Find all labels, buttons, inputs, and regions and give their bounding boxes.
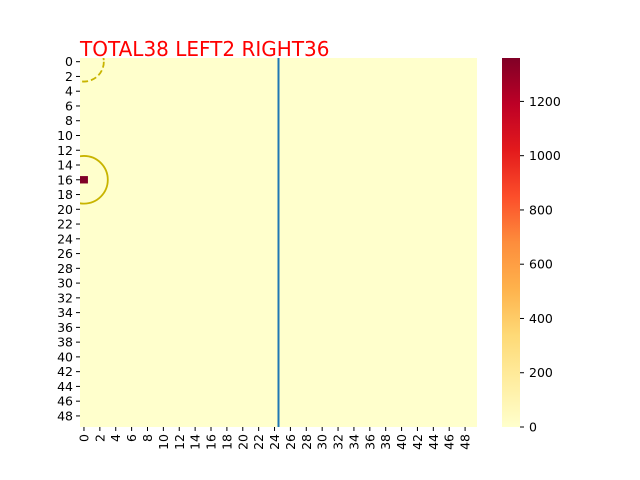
x-tick-label: 18 (219, 434, 234, 450)
heatmap-overlay (80, 58, 280, 427)
x-tick-label: 32 (331, 434, 346, 450)
y-tick-label: 28 (57, 261, 73, 276)
y-tick-label: 32 (57, 290, 73, 305)
x-tick-label: 0 (76, 434, 91, 442)
x-tick-label: 36 (362, 434, 377, 450)
colorbar-tick-label: 400 (529, 311, 553, 326)
x-tick-label: 30 (315, 434, 330, 450)
annotation-circle (80, 58, 105, 83)
colorbar-tick-label: 600 (529, 257, 553, 272)
y-tick-label: 8 (65, 113, 73, 128)
x-tick-label: 14 (188, 434, 203, 450)
x-tick-label: 22 (251, 434, 266, 450)
x-tick-label: 10 (156, 434, 171, 450)
colorbar-axis: 0 200 400 600 800 1000 1200 (520, 94, 561, 435)
y-tick-label: 10 (57, 128, 73, 143)
x-tick-label: 46 (442, 434, 457, 450)
y-tick-label: 40 (57, 349, 73, 364)
x-tick-label: 6 (124, 434, 139, 442)
y-axis: 0246810121416182022242628303234363840424… (57, 54, 80, 423)
heatmap-cell (80, 176, 88, 184)
y-tick-label: 34 (57, 305, 73, 320)
x-tick-label: 24 (267, 434, 282, 450)
x-tick-label: 40 (394, 434, 409, 450)
y-tick-label: 6 (65, 98, 73, 113)
x-tick-label: 38 (378, 434, 393, 450)
y-tick-label: 26 (57, 246, 73, 261)
y-tick-label: 16 (57, 172, 73, 187)
y-tick-label: 48 (57, 408, 73, 423)
colorbar (502, 58, 520, 427)
y-tick-label: 14 (57, 158, 73, 173)
annotation-circle (80, 155, 109, 205)
y-tick-label: 24 (57, 231, 73, 246)
colorbar-tick-label: 0 (529, 420, 537, 435)
x-tick-label: 42 (410, 434, 425, 450)
x-tick-label: 4 (108, 434, 123, 442)
colorbar-tick-label: 1000 (529, 148, 561, 163)
x-tick-label: 26 (283, 434, 298, 450)
y-tick-label: 18 (57, 187, 73, 202)
y-tick-label: 22 (57, 217, 73, 232)
x-tick-label: 48 (458, 434, 473, 450)
x-tick-label: 8 (140, 434, 155, 442)
y-tick-label: 42 (57, 364, 73, 379)
x-tick-label: 20 (235, 434, 250, 450)
colorbar-tick-label: 800 (529, 202, 553, 217)
x-tick-label: 2 (92, 434, 107, 442)
chart-title: TOTAL38 LEFT2 RIGHT36 (79, 37, 329, 61)
x-tick-label: 28 (299, 434, 314, 450)
y-tick-label: 12 (57, 143, 73, 158)
colorbar-tick-label: 200 (529, 365, 553, 380)
y-tick-label: 2 (65, 69, 73, 84)
y-tick-label: 20 (57, 202, 73, 217)
y-tick-label: 4 (65, 84, 73, 99)
y-tick-label: 38 (57, 335, 73, 350)
colorbar-tick-label: 1200 (529, 94, 561, 109)
x-tick-label: 16 (204, 434, 219, 450)
y-tick-label: 44 (57, 379, 73, 394)
y-tick-label: 0 (65, 54, 73, 69)
x-tick-label: 44 (426, 434, 441, 450)
y-tick-label: 46 (57, 394, 73, 409)
y-tick-label: 30 (57, 276, 73, 291)
y-tick-label: 36 (57, 320, 73, 335)
x-tick-label: 34 (346, 434, 361, 450)
x-tick-label: 12 (172, 434, 187, 450)
x-axis: 0 2 4 6 8 10 12 14 16 18 20 22 24 26 28 30 32 34 36 38 40 42 4… (76, 427, 473, 450)
